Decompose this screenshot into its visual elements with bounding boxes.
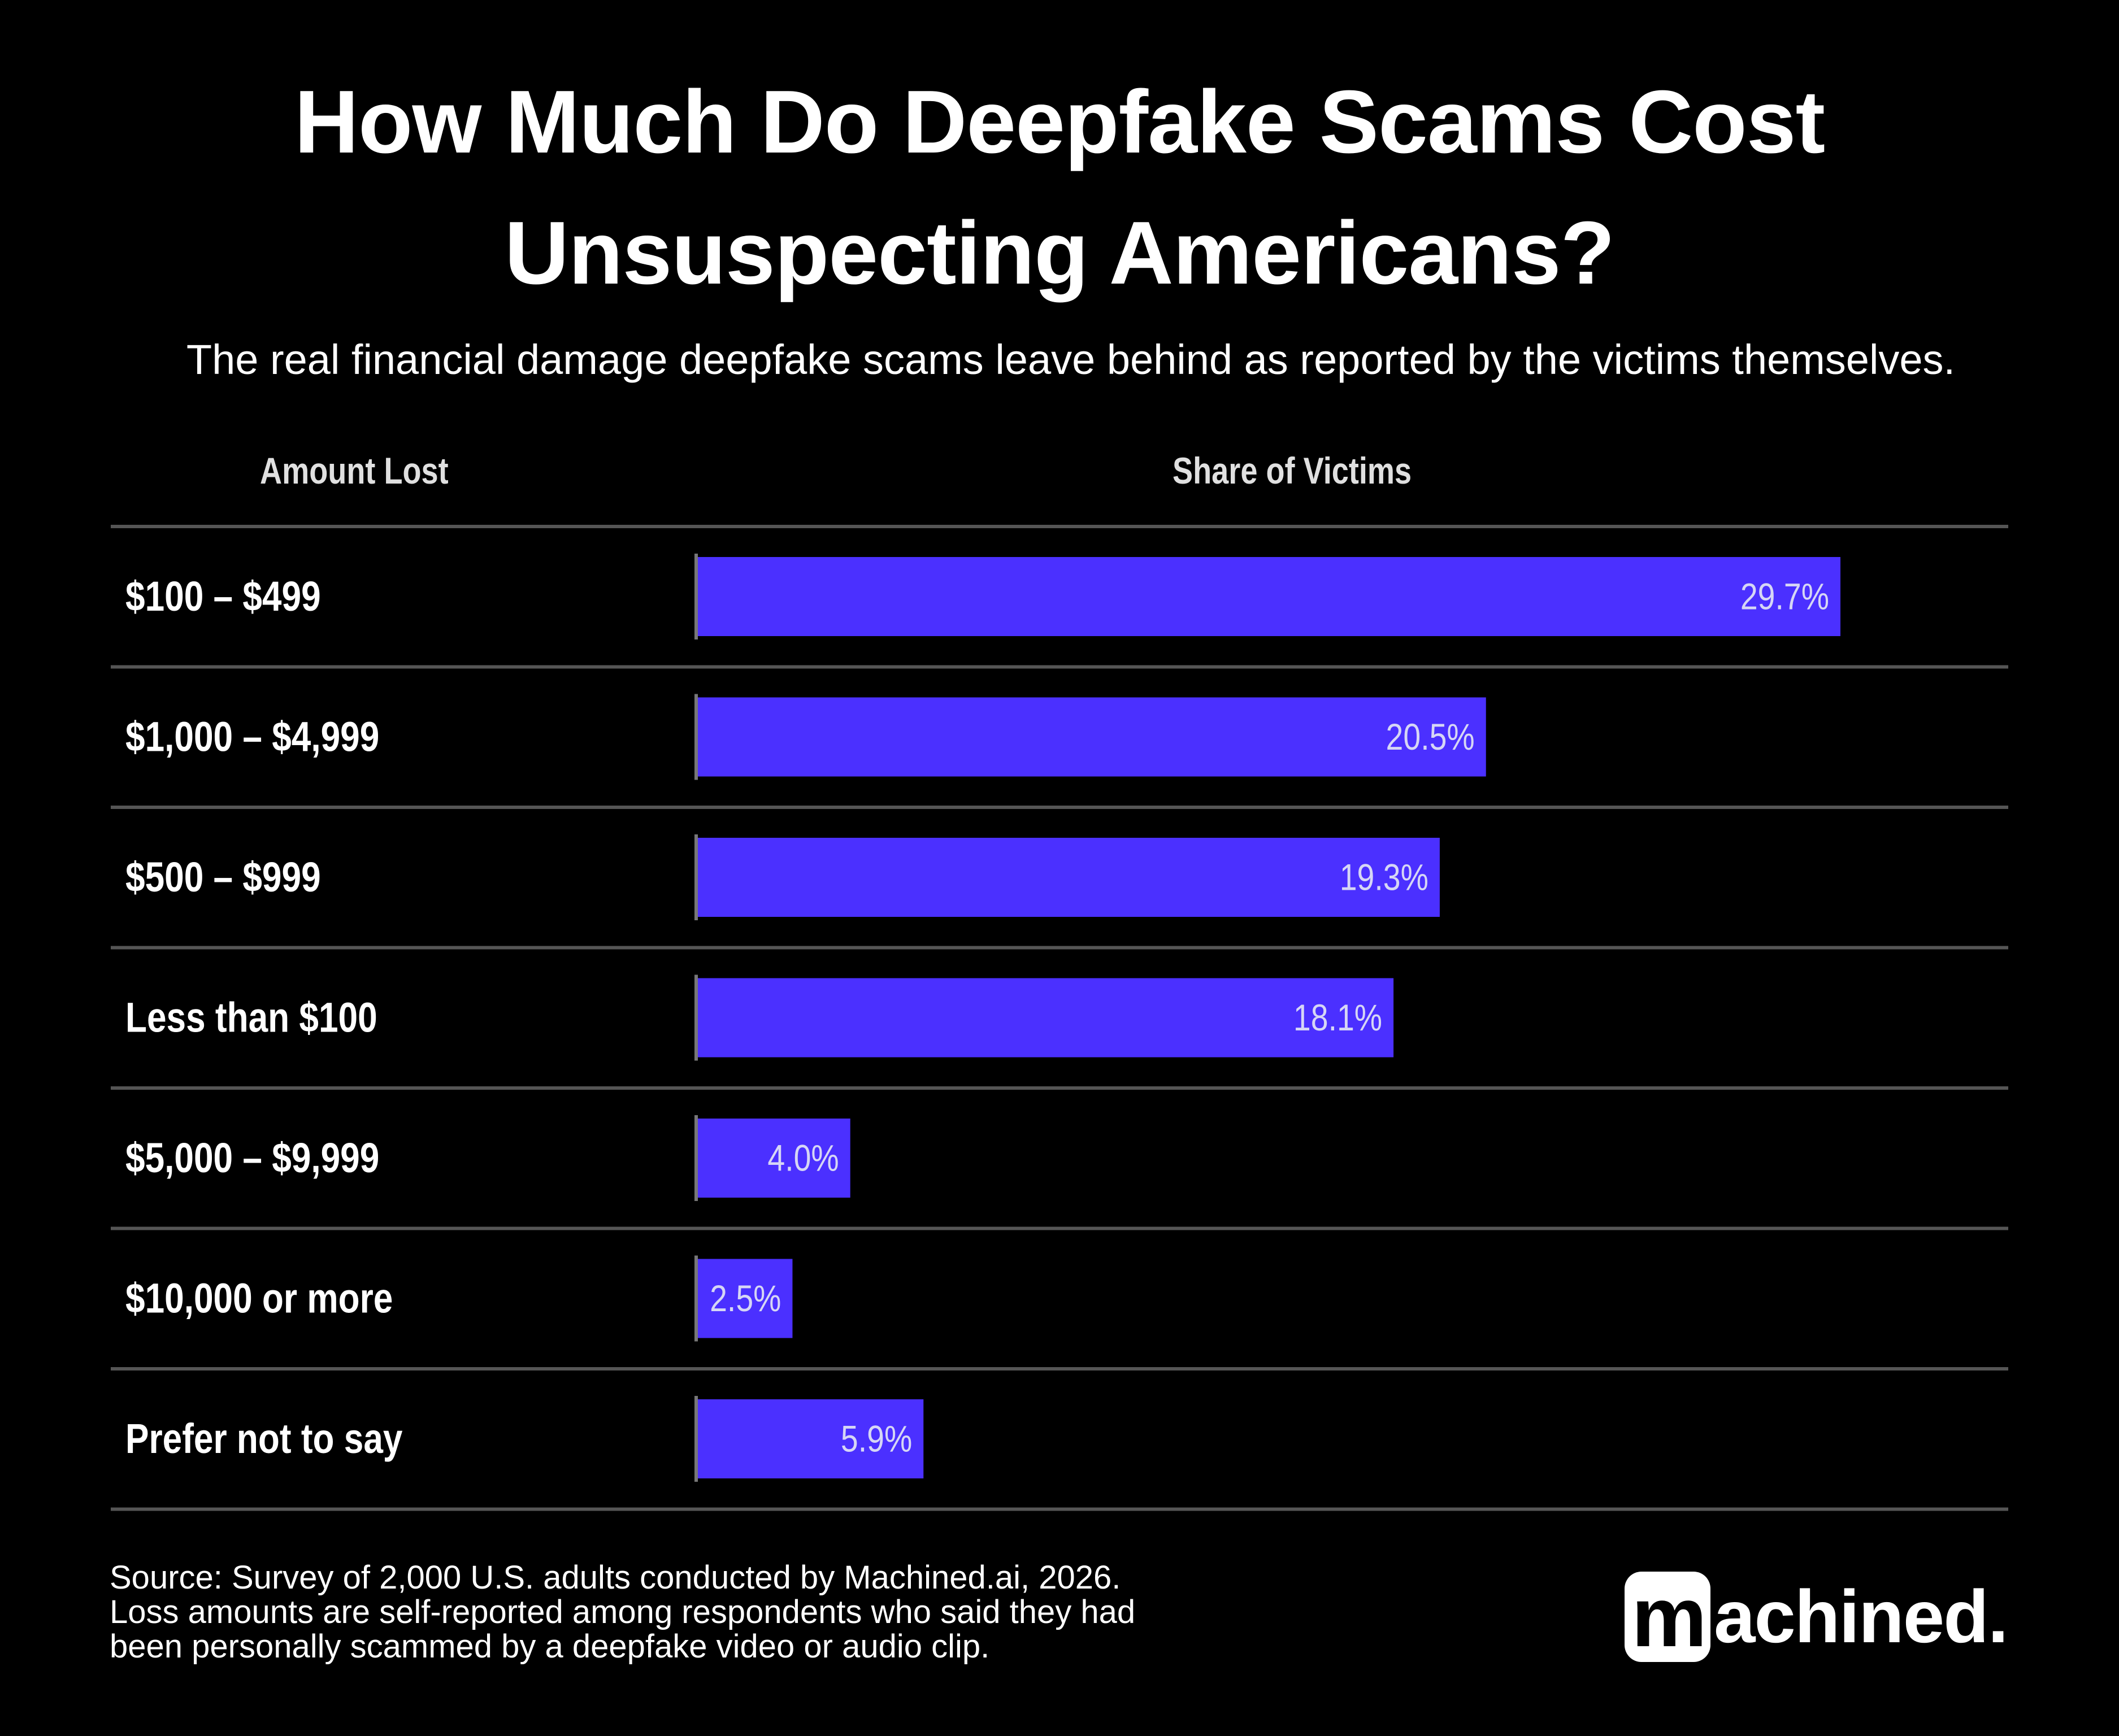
column-header-share: Share of Victims (1173, 450, 1412, 491)
category-label: $1,000 – $4,999 (125, 713, 379, 760)
category-label: $500 – $999 (125, 854, 321, 900)
category-label: $100 – $499 (125, 573, 321, 620)
category-label: $10,000 or more (125, 1275, 393, 1321)
bar (696, 1259, 793, 1338)
value-label: 19.3% (1340, 856, 1428, 898)
category-label: Prefer not to say (125, 1416, 402, 1462)
column-header-amount: Amount Lost (260, 450, 449, 491)
chart-subtitle: The real financial damage deepfake scams… (186, 336, 1956, 383)
value-label: 5.9% (841, 1418, 912, 1460)
bar (696, 697, 1486, 777)
value-label: 4.0% (767, 1137, 839, 1179)
value-label: 2.5% (710, 1278, 781, 1320)
value-label: 18.1% (1293, 997, 1382, 1039)
bar (696, 1399, 924, 1478)
logo-mark: m (1625, 1572, 1710, 1662)
source-note: Source: Survey of 2,000 U.S. adults cond… (110, 1560, 1240, 1664)
source-line-3: been personally scammed by a deepfake vi… (110, 1628, 990, 1665)
logo-wordmark: achined. (1714, 1575, 2008, 1658)
bar (696, 1119, 850, 1198)
chart-title-line-2: Unsuspecting Americans? (504, 203, 1615, 303)
chart-title-line-1: How Much Do Deepfake Scams Cost (294, 72, 1825, 172)
category-label: $5,000 – $9,999 (125, 1135, 379, 1181)
value-label: 20.5% (1386, 716, 1475, 758)
chart-title: How Much Do Deepfake Scams Cost Unsuspec… (0, 56, 2119, 319)
source-line-1: Source: Survey of 2,000 U.S. adults cond… (110, 1559, 1121, 1596)
bar (696, 978, 1394, 1058)
source-line-2: Loss amounts are self-reported among res… (110, 1594, 1136, 1630)
bar (696, 838, 1440, 917)
machined-logo: m achined. (1625, 1572, 2008, 1662)
bar (696, 557, 1840, 636)
value-label: 29.7% (1740, 576, 1829, 617)
category-label: Less than $100 (125, 994, 377, 1041)
